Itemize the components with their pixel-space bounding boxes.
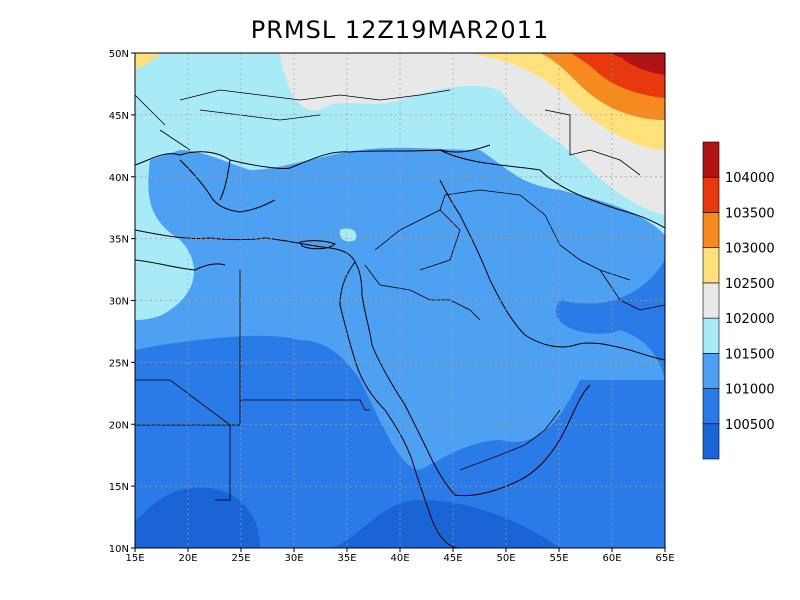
latitude-axis: 10N 15N 20N 25N 30N 35N 40N 45N 50N [109,49,135,555]
lat-tick-label: 35N [109,235,129,246]
colorbar-swatch [702,282,720,319]
colorbar-label: 101000 [725,383,775,398]
colorbar-label: 103000 [725,242,775,257]
colorbar-label: 100500 [725,418,775,433]
lon-tick-label: 30E [284,553,303,564]
lon-tick-label: 15E [125,553,144,564]
colorbar-label: 104000 [725,171,775,186]
lon-tick-label: 55E [549,553,568,564]
lat-tick-label: 50N [109,49,129,60]
colorbar-swatch [702,212,720,248]
lat-tick-label: 45N [109,111,129,122]
lat-tick-label: 15N [109,482,129,493]
band-small-blob [339,228,357,242]
lat-tick-label: 20N [109,420,129,431]
lon-tick-label: 45E [443,553,462,564]
coastlines [135,144,665,548]
colorbar-swatch [702,141,720,178]
colorbar: 100500 101000 101500 102000 102500 103000 1035… [702,141,775,460]
colorbar-swatch [702,317,720,354]
map-title: PRMSL 12Z19MAR2011 [250,16,550,44]
colorbar-label: 101500 [725,347,775,362]
colorbar-label: 102000 [725,312,775,327]
lat-tick-label: 10N [109,544,129,555]
lon-tick-label: 60E [602,553,621,564]
colorbar-swatch [702,423,720,460]
lon-tick-label: 40E [390,553,409,564]
colorbar-swatch [702,388,720,425]
colorbar-swatch [702,247,720,284]
longitude-axis: 15E 20E 25E 30E 35E 40E 45E 50E 55E 60E 65E [125,548,675,564]
colorbar-swatch [702,353,720,389]
lon-tick-label: 25E [231,553,250,564]
colorbar-label: 103500 [725,206,775,221]
lat-tick-label: 30N [109,297,129,308]
band-102500 [250,53,665,215]
colorbar-swatch [702,176,720,213]
colorbar-label: 102500 [725,277,775,292]
borders [135,89,665,501]
gridlines [135,53,665,548]
lon-tick-label: 65E [655,553,674,564]
lon-tick-label: 50E [496,553,515,564]
lat-tick-label: 25N [109,358,129,369]
lon-tick-label: 35E [337,553,356,564]
lat-tick-label: 40N [109,173,129,184]
band-104500 [610,53,665,75]
lon-tick-label: 20E [178,553,197,564]
